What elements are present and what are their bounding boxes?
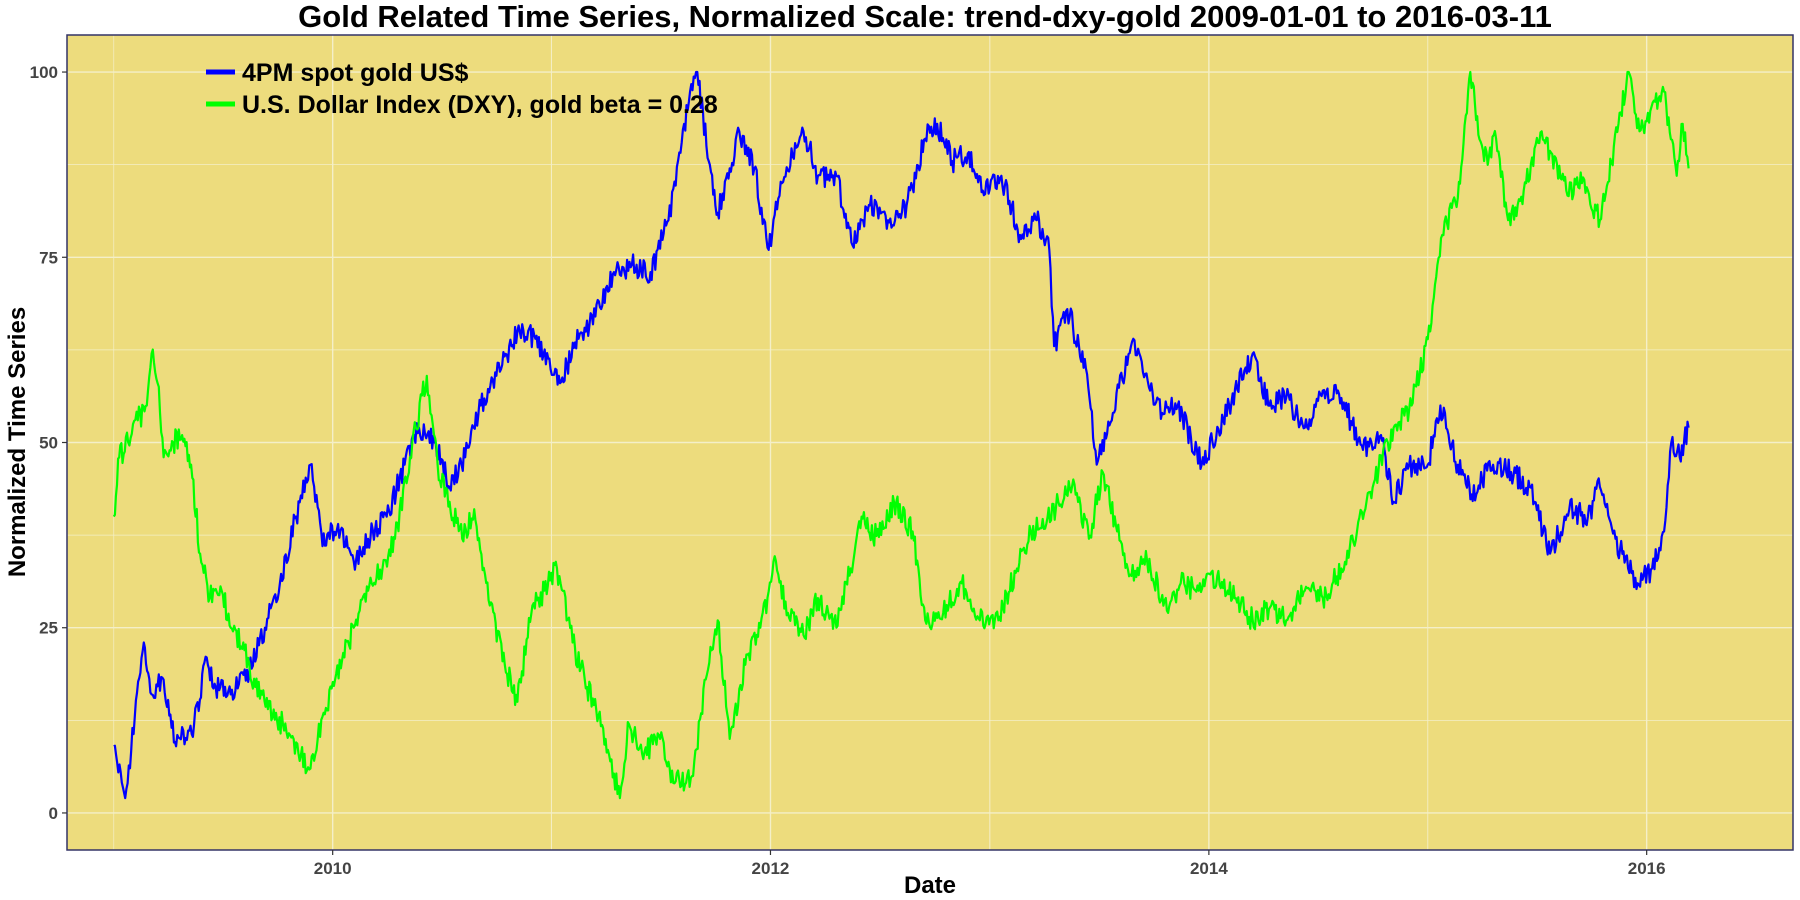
legend-label-1: 4PM spot gold US$ (242, 59, 469, 87)
y-tick-label: 75 (39, 248, 58, 267)
chart-title: Gold Related Time Series, Normalized Sca… (298, 0, 1552, 34)
x-axis-title: Date (904, 872, 956, 899)
x-axis: 2010 2012 2014 2016 (314, 850, 1666, 878)
y-tick-label: 100 (30, 63, 58, 82)
x-tick-label: 2014 (1190, 859, 1228, 878)
y-tick-label: 50 (39, 434, 58, 453)
legend: 4PM spot gold US$ U.S. Dollar Index (DXY)… (206, 59, 718, 119)
y-tick-label: 0 (49, 804, 58, 823)
legend-label-2: U.S. Dollar Index (DXY), gold beta = 0.2… (242, 91, 718, 119)
y-axis-title: Normalized Time Series (4, 307, 31, 577)
series-layer (112, 70, 1690, 800)
x-tick-label: 2012 (752, 859, 790, 878)
y-tick-label: 25 (39, 619, 58, 638)
series-line-2 (112, 70, 1690, 800)
x-tick-label: 2016 (1628, 859, 1666, 878)
y-axis: 0 25 50 75 100 (30, 63, 67, 823)
x-tick-label: 2010 (314, 859, 352, 878)
series-line-1 (113, 70, 1690, 800)
